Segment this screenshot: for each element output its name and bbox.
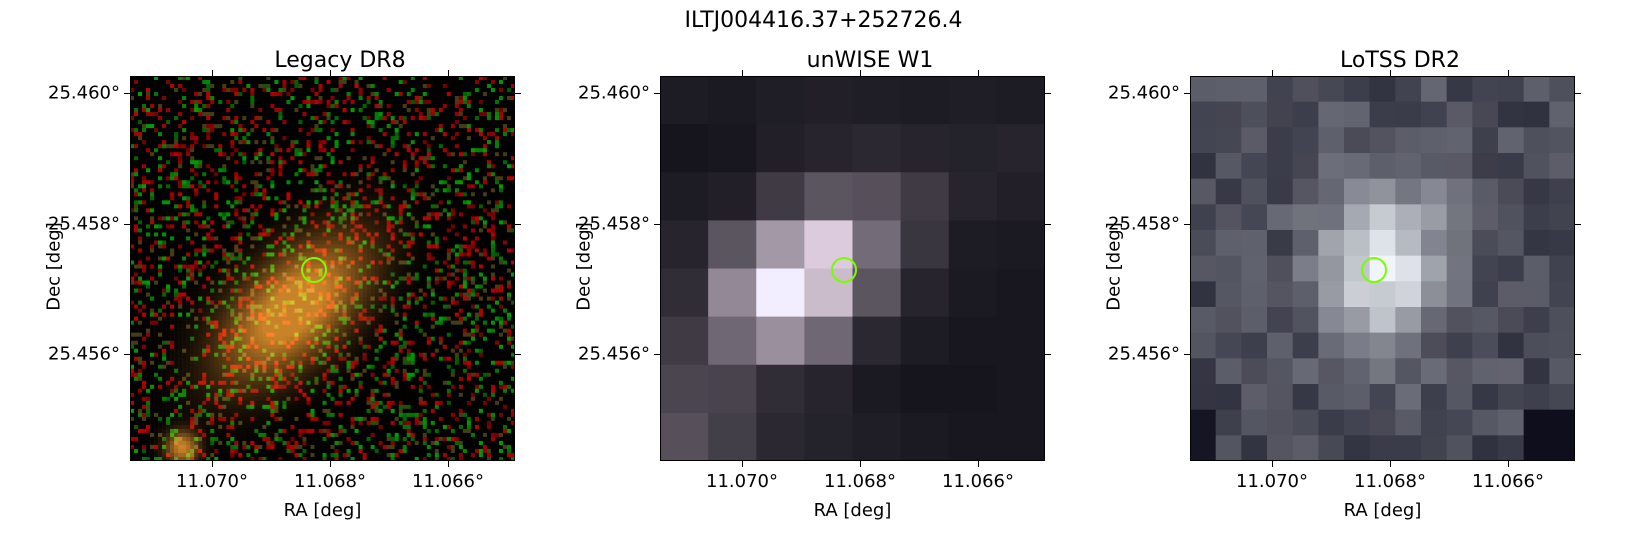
y-tick-label: 25.458°: [48, 213, 120, 235]
y-tick-label: 25.456°: [578, 343, 650, 365]
axes-frame: [1190, 76, 1575, 461]
y-tick-label: 25.460°: [48, 82, 120, 104]
source-marker: [831, 257, 857, 283]
x-tick-label: 11.068°: [824, 471, 896, 492]
image-axes: 11.070° 11.068° 11.066° 25.460° 25.458° …: [574, 70, 1051, 521]
x-tick-label: 11.066°: [1472, 471, 1544, 492]
x-tick-label: 11.066°: [942, 471, 1014, 492]
x-axis-title: RA [deg]: [813, 500, 892, 521]
unwise-image: [660, 76, 1045, 461]
panel-title: LoTSS DR2: [1340, 48, 1460, 73]
y-axis-title: Dec [deg]: [573, 222, 595, 311]
x-tick-label: 11.070°: [706, 471, 778, 492]
panel-legacy-dr8: Legacy DR8 11.070° 11.068° 11.066° 25.46…: [44, 48, 550, 528]
panel-lotss-dr2: LoTSS DR2 11.070° 11.068° 11.066° 25.460…: [1104, 48, 1610, 528]
y-tick-label: 25.456°: [48, 343, 120, 365]
panel-unwise-w1: unWISE W1 11.070° 11.068° 11.066° 25.460…: [574, 48, 1080, 528]
source-marker: [1361, 257, 1387, 283]
y-tick-label: 25.460°: [578, 82, 650, 104]
x-tick-label: 11.068°: [294, 471, 366, 492]
x-tick-label: 11.070°: [1236, 471, 1308, 492]
lotss-image: [1190, 76, 1575, 461]
panel-title: unWISE W1: [806, 48, 934, 73]
x-axis-title: RA [deg]: [283, 500, 362, 521]
source-marker: [301, 257, 327, 283]
y-tick-label: 25.458°: [1108, 213, 1180, 235]
x-tick-label: 11.068°: [1354, 471, 1426, 492]
figure-title: ILTJ004416.37+252726.4: [684, 8, 963, 33]
x-tick-label: 11.066°: [412, 471, 484, 492]
panel-title: Legacy DR8: [274, 48, 406, 73]
y-tick-label: 25.458°: [578, 213, 650, 235]
image-axes: 11.070° 11.068° 11.066° 25.460° 25.458° …: [1104, 70, 1581, 521]
y-axis-title: Dec [deg]: [1103, 222, 1125, 311]
y-axis-title: Dec [deg]: [43, 222, 65, 311]
y-tick-label: 25.460°: [1108, 82, 1180, 104]
legacy-image: [130, 76, 515, 461]
x-axis-title: RA [deg]: [1343, 500, 1422, 521]
x-tick-label: 11.070°: [176, 471, 248, 492]
image-axes: 11.070° 11.068° 11.066° 25.460° 25.458° …: [44, 70, 521, 521]
axes-frame: [660, 76, 1045, 461]
y-tick-label: 25.456°: [1108, 343, 1180, 365]
axes-frame: [130, 76, 515, 461]
